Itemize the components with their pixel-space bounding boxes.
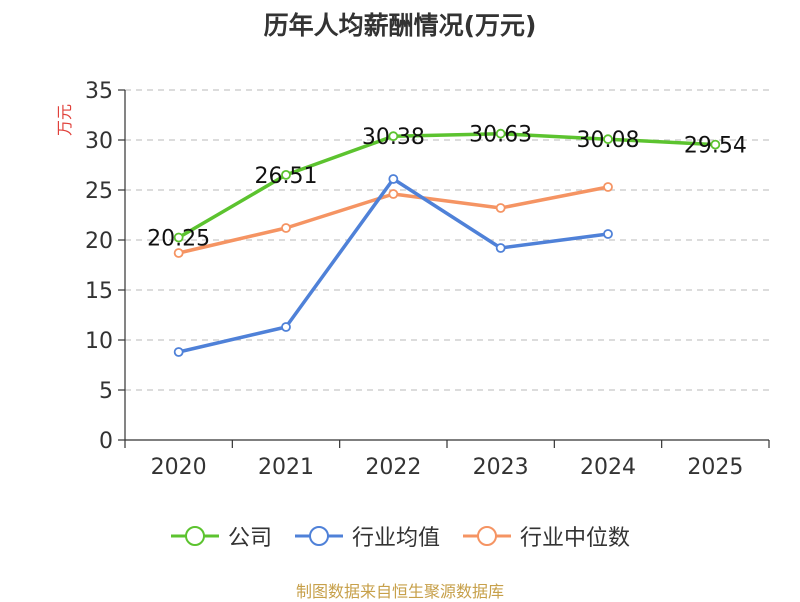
y-tick-label: 25	[85, 179, 113, 204]
x-tick-label: 2025	[687, 455, 743, 480]
x-tick-label: 2022	[365, 455, 421, 480]
data-point-0-0	[173, 232, 184, 243]
data-point-2-2	[388, 189, 399, 199]
data-point-1-3	[495, 243, 506, 253]
data-labels: 20.25 26.51 30.38 30.63 30.08 29.54	[147, 123, 747, 252]
x-tick-label: 2021	[258, 455, 314, 480]
series-line-0	[177, 131, 716, 240]
legend-label: 行业中位数	[520, 526, 631, 551]
legend-swatch-icon	[170, 526, 219, 546]
y-tick-label: 30	[85, 129, 113, 154]
x-tick-label: 2020	[151, 455, 207, 480]
data-label: 30.08	[577, 128, 640, 153]
y-tick-label: 35	[85, 79, 113, 104]
source-note: 制图数据来自恒生聚源数据库	[295, 582, 504, 601]
legend-swatch-marker	[477, 526, 497, 546]
y-tick-label: 5	[99, 379, 113, 404]
data-point-0-4	[603, 134, 613, 145]
data-point-0-2	[388, 131, 399, 142]
x-tick-label: 2023	[473, 455, 529, 480]
data-label: 30.63	[469, 123, 532, 148]
data-label: 26.51	[255, 164, 318, 189]
data-point-1-1	[281, 322, 291, 332]
data-point-2-0	[173, 248, 184, 258]
chart-title: 历年人均薪酬情况(万元)	[263, 11, 537, 40]
y-tick-label: 0	[99, 429, 113, 454]
legend-item-1[interactable]: 行业均值	[294, 520, 440, 552]
data-point-1-0	[173, 347, 184, 357]
data-point-0-1	[281, 169, 291, 180]
legend-swatch-icon	[463, 526, 511, 546]
legend-item-0[interactable]: 公司	[170, 520, 272, 552]
data-point-2-4	[603, 182, 613, 192]
data-point-0-5	[710, 139, 721, 150]
legend-label: 公司	[227, 526, 272, 551]
y-axis-title: 万元	[55, 104, 74, 136]
data-point-1-2	[388, 174, 399, 184]
data-point-0-3	[495, 128, 506, 139]
x-tick-label: 2024	[580, 455, 636, 480]
data-label: 30.38	[362, 125, 425, 150]
legend-swatch-marker	[184, 526, 205, 546]
series-line-1	[178, 177, 609, 354]
legend-swatch-marker	[308, 526, 329, 546]
legend: 公司 行业均值 行业中位数	[0, 520, 800, 552]
data-point-1-4	[603, 229, 613, 239]
grid-lines	[125, 89, 769, 391]
data-label: 29.54	[684, 134, 747, 159]
data-point-2-3	[495, 203, 506, 213]
legend-label: 行业均值	[351, 526, 440, 551]
y-tick-label: 10	[85, 329, 113, 354]
legend-swatch-icon	[294, 526, 343, 546]
data-label: 20.25	[147, 227, 210, 252]
y-tick-label: 20	[85, 229, 113, 254]
legend-item-2[interactable]: 行业中位数	[462, 520, 630, 552]
data-point-2-1	[281, 223, 291, 233]
y-tick-label: 15	[85, 279, 113, 304]
series	[173, 128, 721, 357]
